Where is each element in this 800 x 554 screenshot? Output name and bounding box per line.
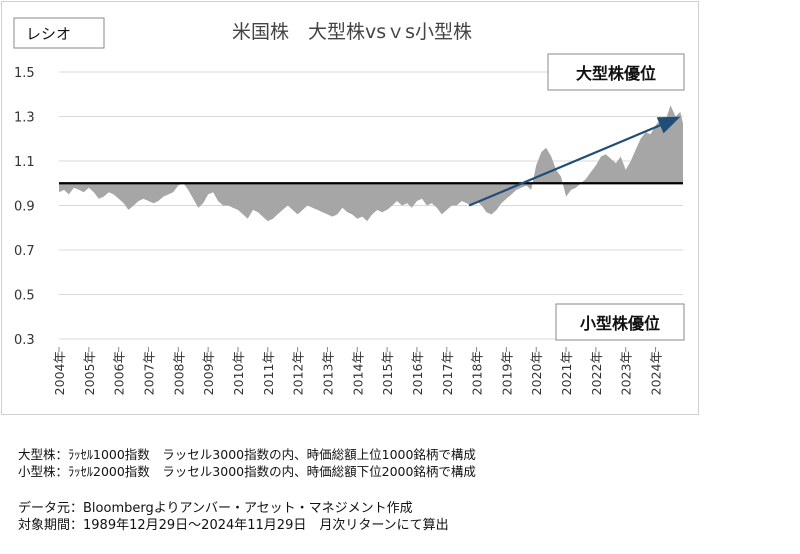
- data-period: 対象期間：1989年12月29日～2024年11月29日 月次リターンにて算出: [18, 518, 449, 533]
- y-tick-label: 1.1: [14, 155, 35, 170]
- x-tick-label: 2006年: [112, 351, 127, 395]
- x-tick-label: 2013年: [320, 351, 335, 395]
- y-tick-label: 0.7: [14, 244, 35, 259]
- x-tick-label: 2017年: [440, 351, 455, 395]
- small-cap-definition: 小型株：ﾗｯｾﾙ2000指数 ラッセル3000指数の内、時価総額下位2000銘柄…: [18, 464, 476, 479]
- x-tick-labels: 2004年 2005年 2006年 2007年 2008年 2009年 2010年 2011年…: [52, 347, 664, 395]
- x-tick-label: 2012年: [291, 351, 306, 395]
- chart-frame: 1.5 1.3 1.1 0.9 0.7 0.5 0.3 2004年 2005年 2006年 200…: [1, 1, 699, 415]
- x-tick-label: 2004年: [52, 351, 67, 395]
- x-tick-label: 2011年: [261, 351, 276, 395]
- large-cap-advantage-box: [547, 53, 685, 91]
- x-tick-label: 2014年: [350, 351, 365, 395]
- chart-canvas: 1.51.31.10.90.70.50.3 2004年 2005年 2006年 200…: [13, 17, 685, 395]
- ratio-area-series: [59, 105, 683, 222]
- index-definitions: 大型株：ﾗｯｾﾙ1000指数 ラッセル3000指数の内、時価総額上位1000銘柄…: [18, 446, 476, 480]
- x-tick-label: 2022年: [589, 351, 604, 395]
- source-notes: データ元：Bloombergよりアンバー・アセット・マネジメント作成 対象期間：…: [18, 500, 449, 534]
- trend-arrow: [468, 116, 681, 207]
- y-tick-label: 0.9: [14, 200, 35, 215]
- ratio-label: レシオ: [26, 25, 71, 43]
- y-tick-label: 1.5: [14, 66, 35, 81]
- x-tick-label: 2007年: [141, 351, 156, 395]
- x-tick-label: 2024年: [649, 351, 664, 395]
- large-cap-definition: 大型株：ﾗｯｾﾙ1000指数 ラッセル3000指数の内、時価総額上位1000銘柄…: [18, 447, 476, 462]
- x-tick-label: 2021年: [559, 351, 574, 395]
- x-tick-label: 2020年: [529, 351, 544, 395]
- y-tick-label: 1.3: [14, 111, 35, 126]
- x-tick-label: 2015年: [380, 351, 395, 395]
- x-tick-label: 2016年: [410, 351, 425, 395]
- x-tick-label: 2019年: [499, 351, 514, 395]
- large-cap-advantage-label: 大型株優位: [576, 64, 656, 83]
- x-tick-label: 2010年: [231, 351, 246, 395]
- x-tick-label: 2005年: [82, 351, 97, 395]
- x-tick-label: 2023年: [619, 351, 634, 395]
- x-tick-label: 2018年: [470, 351, 485, 395]
- y-tick-labels: 1.5 1.3 1.1 0.9 0.7 0.5 0.3: [14, 66, 35, 348]
- small-cap-advantage-box: [555, 303, 685, 341]
- gridlines: [59, 71, 683, 340]
- y-tick-label: 0.5: [14, 289, 35, 304]
- chart-title: 米国株 大型株vsｖs小型株: [232, 21, 472, 43]
- x-tick-label: 2008年: [171, 351, 186, 395]
- x-tick-label: 2009年: [201, 351, 216, 395]
- y-tick-label: 0.3: [14, 333, 35, 348]
- ratio-label-box: [13, 17, 105, 49]
- data-source: データ元：Bloombergよりアンバー・アセット・マネジメント作成: [18, 501, 413, 516]
- small-cap-advantage-label: 小型株優位: [580, 314, 660, 333]
